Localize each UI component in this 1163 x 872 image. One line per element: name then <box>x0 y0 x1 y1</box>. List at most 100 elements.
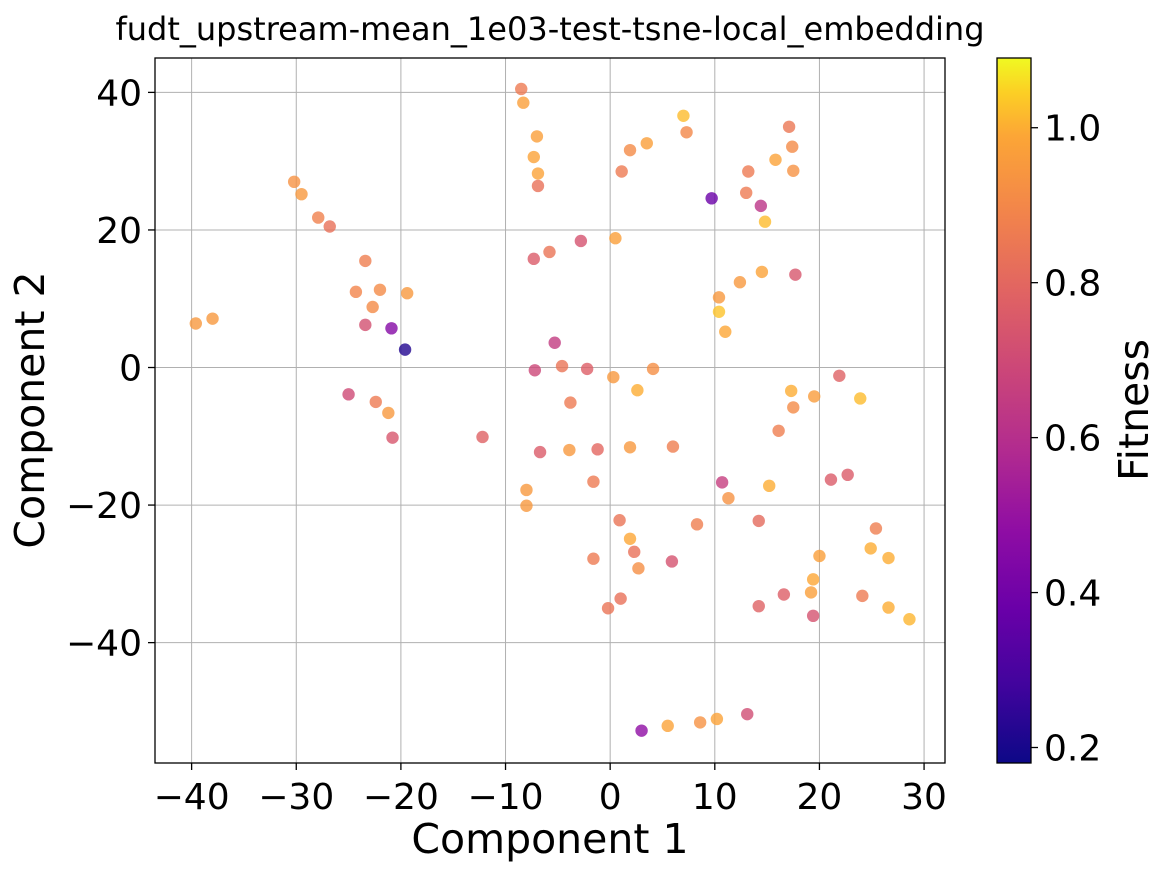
colorbar-tick-label: 0.2 <box>1044 729 1101 770</box>
colorbar-tick-label: 0.4 <box>1044 574 1101 615</box>
data-point <box>386 431 399 444</box>
data-point <box>856 589 869 603</box>
data-point <box>882 601 895 614</box>
data-point <box>591 443 604 456</box>
y-axis-label: Component 2 <box>6 271 54 548</box>
data-point <box>312 211 325 224</box>
data-point <box>784 384 798 398</box>
data-point <box>786 140 799 153</box>
data-point <box>635 724 648 737</box>
data-point <box>366 300 379 314</box>
data-point <box>520 483 533 497</box>
data-point <box>349 285 363 299</box>
data-point <box>806 609 820 623</box>
data-point <box>580 362 594 376</box>
data-point <box>789 268 802 281</box>
plot-frame <box>154 57 946 764</box>
data-point <box>813 549 826 563</box>
data-point <box>287 175 301 189</box>
grid-lines <box>155 58 945 763</box>
data-point <box>555 359 569 373</box>
data-point <box>763 479 776 493</box>
data-point <box>722 491 735 505</box>
data-point <box>640 137 653 150</box>
data-point <box>623 143 637 157</box>
data-point <box>715 476 729 489</box>
data-point <box>710 712 724 726</box>
data-point <box>601 602 615 615</box>
data-point <box>623 441 637 454</box>
x-tick-label: −10 <box>468 777 544 818</box>
data-point <box>189 317 203 330</box>
x-axis-label: Component 1 <box>411 815 688 863</box>
data-point <box>712 291 726 304</box>
y-tick-label: 0 <box>119 349 142 390</box>
data-point <box>548 336 561 349</box>
data-point <box>787 164 800 177</box>
data-point <box>400 287 414 300</box>
chart-title: fudt_upstream-mean_1e03-test-tsne-local_… <box>115 10 984 48</box>
data-point <box>769 153 782 166</box>
data-point <box>777 588 791 601</box>
data-point <box>614 592 627 605</box>
data-point <box>782 120 796 133</box>
data-point <box>515 82 528 96</box>
data-point <box>705 192 718 205</box>
data-point <box>719 325 732 338</box>
data-point <box>833 369 846 382</box>
data-point <box>369 395 382 409</box>
data-point <box>712 305 726 318</box>
data-point <box>609 232 622 245</box>
data-point <box>530 130 544 143</box>
data-point <box>755 265 769 279</box>
data-point <box>787 401 800 414</box>
data-point <box>882 551 895 565</box>
data-point <box>772 424 785 437</box>
data-point <box>693 716 707 729</box>
data-point <box>646 362 660 376</box>
data-point <box>631 384 644 397</box>
data-point <box>661 719 674 733</box>
data-point <box>206 312 219 325</box>
data-point <box>806 573 820 586</box>
data-point <box>342 388 355 401</box>
y-axis-ticks: −40 −20 0 20 40 <box>66 73 155 665</box>
data-point <box>574 234 588 248</box>
data-point <box>690 518 704 531</box>
data-point <box>632 562 645 575</box>
data-point <box>528 364 542 377</box>
data-point <box>613 514 626 527</box>
colorbar-tick-label: 0.8 <box>1044 264 1101 305</box>
data-point <box>623 532 637 545</box>
x-tick-label: −30 <box>258 777 334 818</box>
data-point <box>680 126 693 139</box>
data-point <box>295 187 308 201</box>
x-axis-ticks: −40 −30 −20 −10 0 10 20 30 <box>154 763 947 818</box>
data-point <box>476 430 489 444</box>
data-point <box>841 468 854 482</box>
data-point <box>666 440 680 453</box>
data-point <box>752 599 765 613</box>
y-tick-label: 40 <box>96 73 142 114</box>
data-point <box>739 186 753 200</box>
data-point <box>615 165 628 178</box>
data-point <box>677 109 690 122</box>
data-point <box>607 370 620 384</box>
y-tick-label: 20 <box>96 211 142 252</box>
data-point <box>864 542 877 555</box>
data-point <box>733 276 747 289</box>
data-point <box>531 167 545 180</box>
x-tick-label: 10 <box>692 777 738 818</box>
colorbar-label: Fitness <box>1110 339 1158 481</box>
data-point <box>758 215 772 228</box>
data-point <box>520 499 533 512</box>
data-point <box>587 552 600 565</box>
data-point <box>741 707 754 721</box>
x-tick-label: 20 <box>797 777 843 818</box>
data-point <box>517 96 530 109</box>
x-tick-label: −20 <box>363 777 439 818</box>
y-tick-label: −20 <box>66 486 142 527</box>
data-point <box>533 445 547 459</box>
x-tick-label: 30 <box>901 777 947 818</box>
colorbar-tick-label: 1.0 <box>1044 109 1101 150</box>
